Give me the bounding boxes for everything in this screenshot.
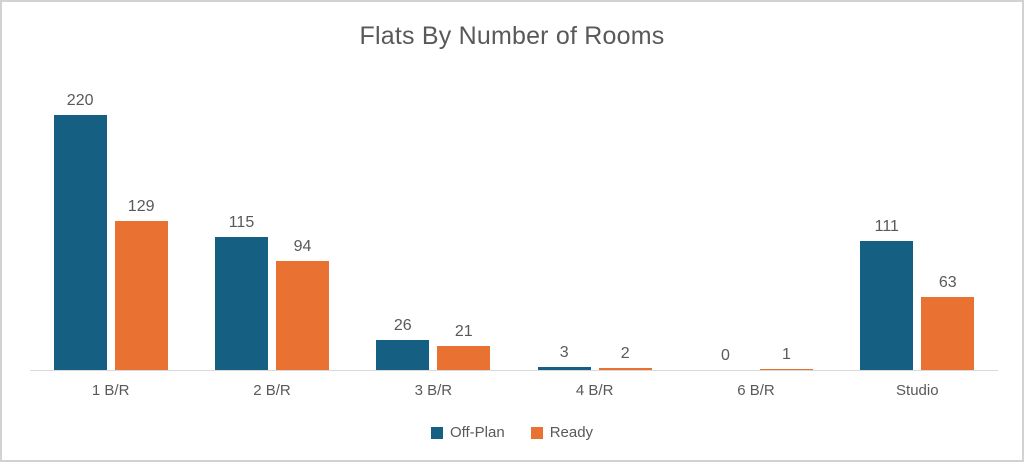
category-group-3br: 26 21 xyxy=(353,92,514,370)
legend-label-offplan: Off-Plan xyxy=(449,424,505,441)
data-label-offplan-1br: 220 xyxy=(66,92,94,110)
category-group-4br: 3 2 xyxy=(514,92,675,370)
bar-column: 129 xyxy=(114,92,168,370)
data-label-offplan-studio: 111 xyxy=(874,218,899,236)
x-axis-label-2br: 2 B/R xyxy=(253,382,291,399)
x-axis-label-3br: 3 B/R xyxy=(414,382,453,399)
bar-ready-4br xyxy=(598,367,652,370)
bar-column: 115 xyxy=(214,92,268,370)
bar-ready-3br xyxy=(437,345,491,370)
x-axis-label-6br: 6 B/R xyxy=(737,382,775,399)
category-group-6br: 0 1 xyxy=(675,92,836,370)
bar-offplan-3br xyxy=(376,339,430,370)
plot-area: 220 129 115 94 xyxy=(30,92,998,399)
data-label-ready-4br: 2 xyxy=(620,344,630,362)
bar-ready-2br xyxy=(275,261,329,370)
bar-ready-studio xyxy=(921,297,975,370)
bars-area: 220 129 115 94 xyxy=(30,92,998,370)
chart-legend: Off-Plan Ready xyxy=(2,424,1022,441)
bar-offplan-studio xyxy=(860,241,914,370)
x-axis-label-1br: 1 B/R xyxy=(91,382,130,399)
data-label-offplan-3br: 26 xyxy=(393,316,412,334)
bar-ready-1br xyxy=(114,220,168,370)
bar-column: 220 xyxy=(53,92,107,370)
data-label-offplan-4br: 3 xyxy=(559,343,569,361)
legend-item-offplan: Off-Plan xyxy=(430,424,505,441)
bar-offplan-2br xyxy=(214,236,268,370)
data-label-ready-1br: 129 xyxy=(127,197,155,215)
data-label-ready-3br: 21 xyxy=(454,322,473,340)
data-label-ready-6br: 1 xyxy=(782,345,791,363)
bar-column: 111 xyxy=(860,92,914,370)
chart-title: Flats By Number of Rooms xyxy=(359,22,665,50)
category-group-2br: 115 94 xyxy=(191,92,352,370)
x-axis-label-4br: 4 B/R xyxy=(575,382,614,399)
legend-swatch-ready-icon xyxy=(530,426,543,439)
legend-item-ready: Ready xyxy=(530,424,594,441)
bar-column: 1 xyxy=(759,92,813,370)
category-group-1br: 220 129 xyxy=(30,92,191,370)
category-group-studio: 111 63 xyxy=(837,92,998,370)
bar-column: 94 xyxy=(275,92,329,370)
data-label-ready-studio: 63 xyxy=(938,274,957,292)
bar-column: 0 xyxy=(699,92,752,370)
bar-column: 63 xyxy=(921,92,975,370)
data-label-offplan-6br: 0 xyxy=(721,347,730,364)
bar-offplan-1br xyxy=(53,115,107,370)
legend-swatch-offplan-icon xyxy=(430,426,443,439)
x-axis-label-studio: Studio xyxy=(896,382,939,399)
data-label-offplan-2br: 115 xyxy=(228,213,255,231)
bar-column: 21 xyxy=(437,92,491,370)
bar-ready-6br xyxy=(759,368,813,370)
legend-label-ready: Ready xyxy=(549,424,594,441)
bar-column: 2 xyxy=(598,92,652,370)
bar-offplan-4br xyxy=(537,366,591,370)
bar-column: 3 xyxy=(537,92,591,370)
x-axis-labels: 1 B/R 2 B/R 3 B/R 4 B/R 6 B/R Studio xyxy=(30,382,998,399)
data-label-ready-2br: 94 xyxy=(293,238,312,256)
x-axis-line xyxy=(30,370,998,371)
bar-column: 26 xyxy=(376,92,430,370)
